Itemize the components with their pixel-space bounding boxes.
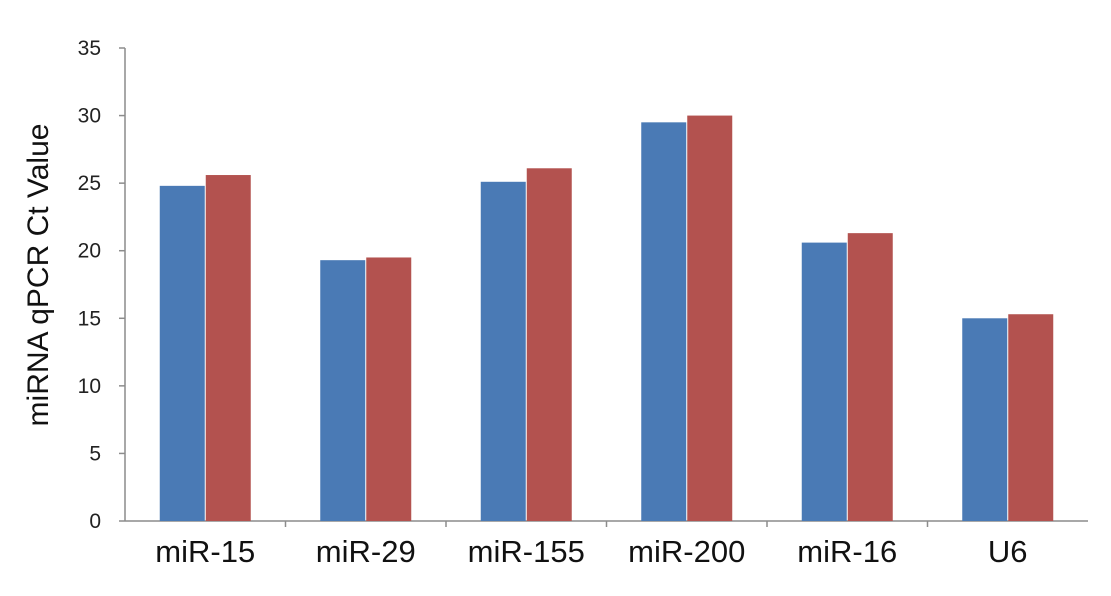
x-category-label: miR-29: [316, 534, 416, 569]
y-tick-label: 20: [78, 240, 101, 263]
bar-series-1-mir-155: [480, 181, 526, 521]
bar-series-2-mir-15: [205, 175, 251, 521]
category-labels: miR-15 miR-29 miR-155 miR-200 miR-16 U6: [155, 534, 1027, 569]
bar-series-2-mir-200: [687, 115, 733, 522]
x-category-label: U6: [988, 534, 1028, 569]
y-tick-label: 30: [78, 105, 101, 128]
bars: [159, 115, 1054, 522]
bar-series-1-u6: [962, 318, 1008, 521]
y-tick-label: 10: [78, 375, 101, 398]
bar-series-1-mir-15: [159, 185, 205, 522]
y-axis-title: miRNA qPCR Ct Value: [22, 124, 55, 427]
x-category-label: miR-16: [797, 534, 897, 569]
bar-series-2-mir-155: [526, 168, 572, 521]
y-tick-label: 5: [89, 442, 101, 465]
bar-series-1-mir-16: [801, 242, 847, 521]
bar-series-2-u6: [1008, 314, 1054, 521]
x-category-label: miR-200: [628, 534, 745, 569]
bar-series-1-mir-29: [320, 260, 366, 521]
y-tick-label: 15: [78, 307, 101, 330]
bar-series-2-mir-29: [366, 257, 412, 521]
bar-series-2-mir-16: [847, 233, 893, 521]
x-category-label: miR-15: [155, 534, 255, 569]
y-tick-label: 35: [78, 37, 101, 60]
x-axis: [125, 520, 1088, 527]
y-tick-label: 0: [89, 510, 101, 533]
bar-series-1-mir-200: [641, 122, 687, 521]
y-axis: 0 5 10 15 20 25 30 35: [78, 37, 126, 533]
y-tick-label: 25: [78, 172, 101, 195]
x-category-label: miR-155: [468, 534, 585, 569]
